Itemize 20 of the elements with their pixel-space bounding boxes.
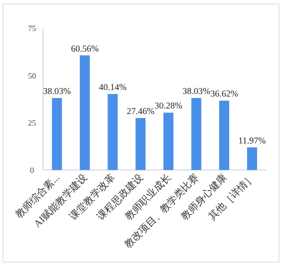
bar (80, 55, 90, 170)
data-label: 36.62% (210, 88, 239, 99)
bar (247, 147, 258, 170)
data-label: 11.97% (238, 135, 266, 146)
data-label: 38.03% (182, 86, 211, 96)
data-label: 38.03% (43, 86, 72, 96)
data-label: 40.14% (98, 82, 128, 92)
y-tick-label: 0 (30, 166, 34, 175)
data-label: 60.56% (70, 43, 100, 54)
bar (163, 112, 174, 170)
bar (191, 98, 202, 170)
bar (108, 94, 118, 170)
bar (219, 100, 230, 170)
y-tick-label: 25 (28, 118, 36, 128)
y-tick-label: 50 (28, 71, 36, 80)
data-label: 27.46% (126, 106, 155, 116)
y-tick-label: 75 (28, 24, 36, 33)
bar (136, 118, 146, 170)
bar (52, 98, 62, 170)
data-label: 30.28% (154, 100, 183, 111)
